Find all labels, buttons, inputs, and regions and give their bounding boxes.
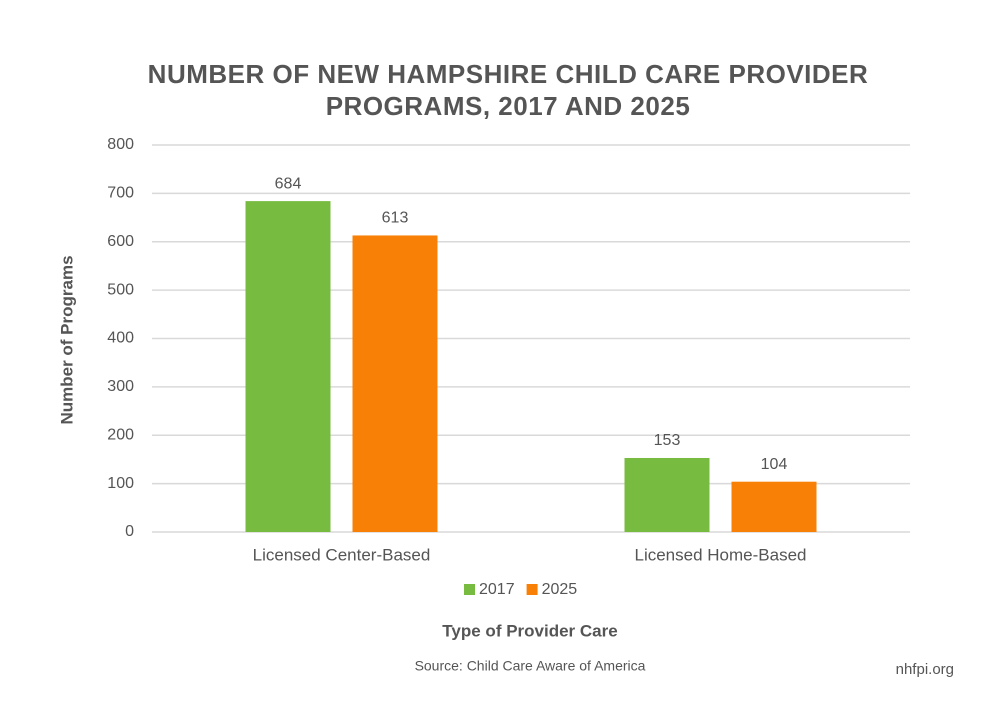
x-tick-label: Licensed Home-Based bbox=[635, 545, 807, 564]
y-tick-label: 500 bbox=[107, 281, 134, 298]
y-tick-label: 200 bbox=[107, 426, 134, 443]
x-tick-label: Licensed Center-Based bbox=[253, 545, 431, 564]
credit: nhfpi.org bbox=[896, 661, 954, 678]
y-tick-label: 400 bbox=[107, 330, 134, 347]
bar bbox=[352, 235, 438, 532]
value-label: 613 bbox=[382, 210, 409, 227]
legend-swatch bbox=[526, 584, 538, 595]
y-tick-label: 0 bbox=[125, 523, 134, 540]
y-tick-label: 100 bbox=[107, 475, 134, 492]
legend-label: 2025 bbox=[542, 581, 578, 598]
value-label: 153 bbox=[654, 432, 681, 449]
bar bbox=[731, 481, 817, 532]
bar bbox=[624, 457, 710, 532]
value-label: 104 bbox=[761, 456, 788, 473]
bar bbox=[245, 201, 331, 533]
legend-swatch bbox=[464, 584, 475, 595]
y-tick-label: 700 bbox=[107, 185, 134, 202]
source: Source: Child Care Aware of America bbox=[415, 658, 646, 674]
y-tick-label: 600 bbox=[107, 233, 134, 250]
x-axis-label: Type of Provider Care bbox=[442, 621, 617, 640]
value-label: 684 bbox=[275, 175, 302, 192]
y-tick-label: 800 bbox=[107, 136, 134, 153]
y-axis-label: Number of Programs bbox=[57, 255, 76, 424]
y-tick-label: 300 bbox=[107, 378, 134, 395]
chart-title: NUMBER OF NEW HAMPSHIRE CHILD CARE PROVI… bbox=[147, 59, 869, 121]
legend-label: 2017 bbox=[479, 581, 515, 598]
